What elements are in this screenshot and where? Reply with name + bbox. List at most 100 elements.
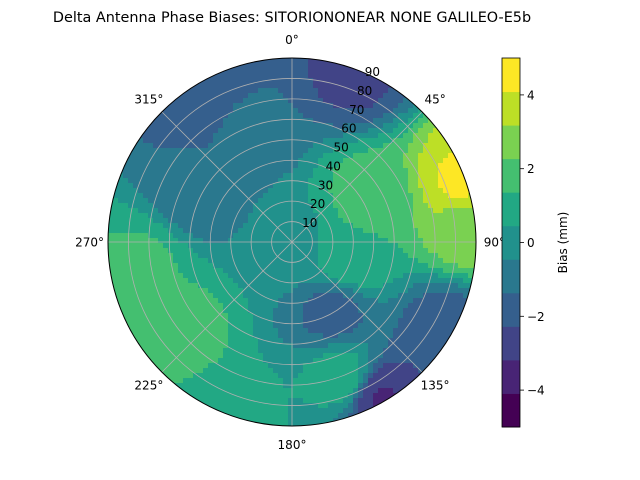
field-cell — [318, 288, 324, 294]
field-cell — [343, 208, 349, 214]
field-cell — [223, 228, 229, 234]
field-cell — [438, 168, 444, 174]
field-cell — [188, 178, 194, 184]
field-cell — [338, 398, 344, 404]
field-cell — [263, 228, 269, 234]
field-cell — [293, 118, 299, 124]
field-cell — [433, 253, 439, 259]
field-cell — [158, 298, 164, 304]
field-cell — [338, 138, 344, 144]
field-cell — [128, 163, 134, 169]
field-cell — [263, 363, 269, 369]
field-cell — [273, 83, 279, 89]
field-cell — [168, 363, 174, 369]
field-cell — [238, 113, 244, 119]
field-cell — [368, 108, 374, 114]
field-cell — [193, 248, 199, 254]
field-cell — [278, 133, 284, 139]
field-cell — [378, 248, 384, 254]
field-cell — [313, 363, 319, 369]
field-cell — [423, 318, 429, 324]
field-cell — [398, 358, 404, 364]
field-cell — [253, 213, 259, 219]
field-cell — [363, 123, 369, 129]
field-cell — [453, 308, 459, 314]
field-cell — [198, 238, 204, 244]
field-cell — [453, 288, 459, 294]
field-cell — [223, 143, 229, 149]
field-cell — [248, 123, 254, 129]
field-cell — [158, 278, 164, 284]
field-cell — [173, 168, 179, 174]
field-cell — [268, 78, 274, 84]
field-cell — [198, 273, 204, 279]
field-cell — [473, 278, 476, 284]
field-cell — [298, 83, 304, 89]
field-cell — [188, 213, 194, 219]
field-cell — [403, 308, 409, 314]
field-cell — [313, 148, 319, 154]
field-cell — [413, 318, 419, 324]
field-cell — [428, 313, 434, 319]
field-cell — [423, 313, 429, 319]
field-cell — [188, 313, 194, 319]
field-cell — [173, 193, 179, 199]
field-cell — [318, 353, 324, 359]
field-cell — [308, 268, 314, 274]
field-cell — [288, 243, 294, 249]
field-cell — [203, 373, 209, 379]
field-cell — [458, 243, 464, 249]
field-cell — [338, 378, 344, 384]
field-cell — [263, 303, 269, 309]
field-cell — [163, 188, 169, 194]
field-cell — [113, 303, 119, 309]
field-cell — [403, 263, 409, 269]
field-cell — [453, 273, 459, 279]
field-cell — [373, 258, 379, 264]
field-cell — [338, 268, 344, 274]
field-cell — [363, 173, 369, 179]
field-cell — [138, 153, 144, 159]
field-cell — [373, 213, 379, 219]
field-cell — [323, 118, 329, 124]
field-cell — [138, 288, 144, 294]
field-cell — [208, 153, 214, 159]
field-cell — [393, 258, 399, 264]
field-cell — [378, 358, 384, 364]
field-cell — [213, 288, 219, 294]
field-cell — [438, 193, 444, 199]
field-cell — [268, 273, 274, 279]
field-cell — [248, 128, 254, 134]
field-cell — [238, 333, 244, 339]
field-cell — [388, 253, 394, 259]
field-cell — [283, 128, 289, 134]
field-cell — [193, 188, 199, 194]
field-cell — [143, 163, 149, 169]
field-cell — [343, 193, 349, 199]
field-cell — [398, 333, 404, 339]
field-cell — [163, 323, 169, 329]
field-cell — [168, 333, 174, 339]
field-cell — [398, 233, 404, 239]
field-cell — [123, 238, 129, 244]
field-cell — [308, 288, 314, 294]
field-cell — [358, 223, 364, 229]
field-cell — [373, 198, 379, 204]
field-cell — [253, 268, 259, 274]
field-cell — [113, 173, 119, 179]
field-cell — [373, 358, 379, 364]
field-cell — [363, 223, 369, 229]
field-cell — [243, 78, 249, 84]
field-cell — [213, 153, 219, 159]
field-cell — [383, 143, 389, 149]
field-cell — [418, 243, 424, 249]
field-cell — [138, 328, 144, 334]
field-cell — [443, 158, 449, 164]
field-cell — [278, 293, 284, 299]
field-cell — [173, 248, 179, 254]
field-cell — [248, 68, 254, 74]
field-cell — [408, 168, 414, 174]
field-cell — [133, 173, 139, 179]
field-cell — [248, 138, 254, 144]
field-cell — [203, 143, 209, 149]
